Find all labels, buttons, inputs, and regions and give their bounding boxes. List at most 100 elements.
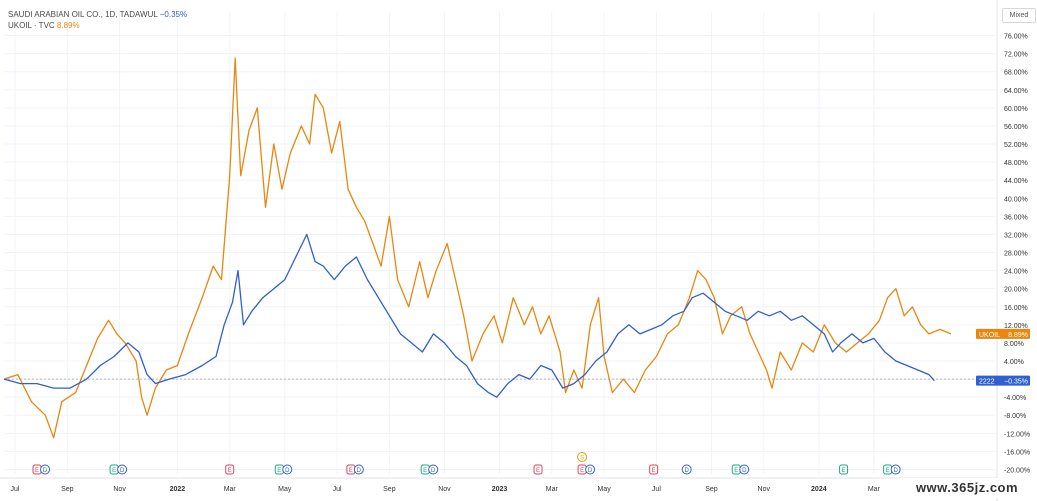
y-tick-label: 64.00%: [1004, 88, 1028, 95]
event-marker-letter: E: [734, 468, 738, 474]
legend-series-ukoil-label: UKOIL · TVC: [8, 21, 55, 30]
event-marker-letter: E: [277, 468, 281, 474]
x-tick-label: Jul: [652, 486, 661, 493]
dividend-marker-circle: [890, 464, 901, 475]
earnings-marker: E: [649, 464, 659, 475]
legend-series-aramco-label: SAUDI ARABIAN OIL CO., 1D, TADAWUL: [8, 10, 158, 19]
y-tick-label: -16.00%: [1004, 449, 1030, 456]
y-tick-label: 40.00%: [1004, 196, 1028, 203]
dividend-marker-circle: [40, 464, 51, 475]
price-badge-value: −0.35%: [1004, 379, 1028, 386]
y-tick-label: 28.00%: [1004, 251, 1028, 258]
earnings-marker: E: [883, 464, 893, 475]
split-marker: S: [577, 452, 588, 462]
x-tick-label: Mar: [868, 486, 881, 493]
y-tick-label: 36.00%: [1004, 214, 1028, 221]
event-marker-letter: D: [285, 468, 290, 474]
scale-mode-button[interactable]: Mixed: [1002, 8, 1036, 23]
split-marker-circle: [577, 452, 588, 462]
event-marker-letter: E: [423, 468, 427, 474]
event-marker-letter: D: [742, 468, 747, 474]
y-tick-label: 32.00%: [1004, 232, 1028, 239]
dividend-marker-circle: [353, 464, 364, 475]
event-marker-letter: E: [652, 468, 656, 474]
price-badge-ukoil: UKOIL 8.89%: [976, 328, 1030, 339]
event-markers: E D E D E E D E D E D E E D E D E D E E DS: [32, 452, 901, 475]
event-marker-letter: D: [431, 468, 436, 474]
dividend-marker-circle: [282, 464, 293, 475]
y-tick-label: 20.00%: [1004, 287, 1028, 294]
dividend-marker: D: [428, 464, 439, 475]
earnings-marker: E: [731, 464, 741, 475]
dividend-marker-circle: [585, 464, 596, 475]
earnings-marker-box: [839, 464, 849, 475]
x-tick-label: 2023: [492, 486, 508, 493]
dividend-marker-circle: [117, 464, 128, 475]
y-tick-label: 52.00%: [1004, 142, 1028, 149]
y-tick-label: 4.00%: [1004, 359, 1024, 366]
earnings-marker-box: [225, 464, 235, 475]
x-tick-label: Mar: [224, 486, 237, 493]
x-tick-label: Nov: [438, 486, 451, 493]
event-marker-letter: D: [893, 468, 898, 474]
x-tick-label: Nov: [113, 486, 126, 493]
earnings-marker: E: [839, 464, 849, 475]
dividend-marker: D: [739, 464, 750, 475]
y-tick-label: 16.00%: [1004, 305, 1028, 312]
earnings-marker: E: [274, 464, 284, 475]
price-badges: UKOIL 8.89% 2222 −0.35%: [976, 328, 1030, 386]
dividend-marker: D: [890, 464, 901, 475]
y-tick-label: -4.00%: [1004, 395, 1026, 402]
price-badge-name: 2222: [979, 379, 995, 386]
event-marker-letter: D: [685, 468, 690, 474]
y-tick-label: -8.00%: [1004, 413, 1026, 420]
event-marker-letter: E: [886, 468, 890, 474]
x-axis: Jul Sep Nov 2022 Mar May Jul Sep Nov 2023 Mar May Ju…: [0, 477, 997, 493]
price-badge-value: 8.89%: [1008, 332, 1028, 339]
earnings-marker: E: [32, 464, 42, 475]
dividend-marker-circle: [739, 464, 750, 475]
dividend-marker: D: [282, 464, 293, 475]
earnings-marker-box: [533, 464, 543, 475]
event-marker-letter: D: [120, 468, 125, 474]
series-line-ukoil: [3, 57, 952, 439]
dividend-marker: D: [117, 464, 128, 475]
price-badge-bg: [976, 375, 1030, 386]
earnings-marker: E: [109, 464, 119, 475]
x-tick-label: Nov: [758, 486, 771, 493]
series-line-2222: [3, 233, 935, 398]
x-tick-label: Jul: [333, 486, 342, 493]
x-tick-label: Mar: [546, 486, 559, 493]
x-tick-label: May: [278, 486, 292, 493]
legend-series-aramco-change: −0.35%: [159, 10, 188, 19]
price-badge-name: UKOIL: [979, 332, 1000, 339]
earnings-marker-box: [649, 464, 659, 475]
event-marker-letter: D: [588, 468, 593, 474]
x-tick-label: Sep: [705, 486, 718, 493]
dividend-marker: D: [353, 464, 364, 475]
x-tick-label: Sep: [383, 486, 396, 493]
earnings-marker: E: [346, 464, 356, 475]
y-tick-label: 24.00%: [1004, 269, 1028, 276]
watermark: www.365jz.com: [900, 478, 1034, 498]
legend-series-aramco[interactable]: SAUDI ARABIAN OIL CO., 1D, TADAWUL −0.35…: [8, 9, 187, 20]
y-tick-label: 72.00%: [1004, 52, 1028, 59]
grid-lines: [4, 12, 995, 474]
y-tick-label: -20.00%: [1004, 467, 1030, 474]
legend-series-ukoil[interactable]: UKOIL · TVC 8.89%: [8, 20, 187, 31]
x-tick-label: May: [597, 486, 611, 493]
y-tick-label: 68.00%: [1004, 70, 1028, 77]
dividend-marker: D: [681, 464, 692, 475]
split-marker-letter: S: [580, 456, 584, 462]
x-tick-label: Jul: [11, 486, 20, 493]
earnings-marker: E: [420, 464, 430, 475]
event-marker-letter: D: [43, 468, 48, 474]
event-marker-letter: E: [35, 468, 39, 474]
y-tick-label: -12.00%: [1004, 431, 1030, 438]
dividend-marker-circle: [428, 464, 439, 475]
event-marker-letter: E: [536, 468, 540, 474]
dividend-marker: D: [585, 464, 596, 475]
price-badge-bg: [976, 328, 1030, 339]
event-marker-letter: E: [349, 468, 353, 474]
